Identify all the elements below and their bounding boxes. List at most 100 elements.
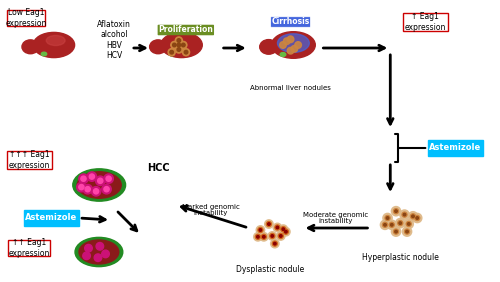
FancyBboxPatch shape (24, 210, 78, 226)
Ellipse shape (42, 52, 46, 56)
Ellipse shape (383, 213, 392, 223)
Ellipse shape (412, 215, 414, 218)
Text: Astemizole: Astemizole (429, 144, 481, 153)
Ellipse shape (260, 233, 268, 241)
Ellipse shape (394, 229, 398, 234)
Ellipse shape (281, 227, 286, 232)
Ellipse shape (96, 176, 105, 186)
Ellipse shape (102, 250, 110, 258)
Ellipse shape (291, 45, 298, 52)
Ellipse shape (177, 48, 180, 51)
Ellipse shape (90, 174, 94, 179)
Ellipse shape (275, 225, 280, 230)
Ellipse shape (150, 40, 166, 54)
Ellipse shape (256, 234, 260, 239)
Ellipse shape (398, 221, 403, 226)
Text: Aflatoxin
alcohol
HBV
HCV: Aflatoxin alcohol HBV HCV (97, 20, 131, 60)
Ellipse shape (83, 252, 90, 260)
Ellipse shape (404, 229, 409, 234)
Ellipse shape (400, 210, 409, 219)
Ellipse shape (287, 36, 294, 43)
Ellipse shape (280, 42, 286, 48)
Ellipse shape (392, 227, 400, 236)
Ellipse shape (271, 235, 274, 237)
Ellipse shape (395, 230, 398, 233)
FancyBboxPatch shape (8, 240, 50, 256)
Ellipse shape (104, 174, 114, 183)
Ellipse shape (177, 39, 180, 42)
Ellipse shape (262, 234, 266, 239)
FancyBboxPatch shape (8, 10, 45, 26)
Ellipse shape (268, 223, 270, 225)
Ellipse shape (272, 32, 316, 58)
Text: ↑↑ Eag1
expression: ↑↑ Eag1 expression (8, 238, 50, 258)
Ellipse shape (171, 41, 178, 49)
Ellipse shape (98, 178, 103, 183)
Ellipse shape (102, 184, 111, 194)
Ellipse shape (389, 222, 394, 227)
Ellipse shape (416, 217, 418, 219)
Ellipse shape (404, 219, 413, 229)
Ellipse shape (33, 32, 74, 58)
Ellipse shape (284, 38, 290, 45)
Ellipse shape (380, 220, 390, 230)
Ellipse shape (408, 212, 418, 221)
Ellipse shape (96, 243, 104, 250)
Ellipse shape (79, 174, 88, 183)
Ellipse shape (176, 46, 182, 53)
Ellipse shape (273, 223, 281, 232)
Ellipse shape (77, 172, 121, 198)
Ellipse shape (256, 235, 259, 238)
FancyBboxPatch shape (403, 13, 448, 31)
Ellipse shape (46, 36, 65, 45)
FancyBboxPatch shape (428, 140, 482, 156)
FancyBboxPatch shape (7, 151, 52, 169)
Ellipse shape (406, 230, 408, 233)
Ellipse shape (272, 241, 278, 246)
Ellipse shape (284, 229, 288, 234)
Ellipse shape (270, 233, 275, 239)
Ellipse shape (172, 43, 176, 47)
Ellipse shape (287, 47, 294, 54)
Text: Hyperplastic nodule: Hyperplastic nodule (362, 254, 438, 263)
Ellipse shape (260, 39, 278, 54)
Ellipse shape (75, 237, 123, 266)
Ellipse shape (264, 220, 273, 228)
Text: ↑↑↑ Eag1
expression: ↑↑↑ Eag1 expression (8, 150, 50, 170)
Ellipse shape (180, 41, 187, 49)
Text: HCC: HCC (148, 163, 170, 173)
Ellipse shape (284, 230, 287, 233)
Ellipse shape (79, 184, 84, 190)
Ellipse shape (81, 176, 86, 181)
Ellipse shape (254, 233, 262, 241)
Ellipse shape (262, 235, 265, 238)
Ellipse shape (94, 189, 98, 194)
Ellipse shape (184, 50, 188, 54)
Ellipse shape (274, 242, 276, 245)
Text: Astemizole: Astemizole (25, 213, 78, 222)
Ellipse shape (278, 233, 283, 239)
Ellipse shape (403, 213, 406, 216)
Text: Cirrhosis: Cirrhosis (272, 17, 310, 27)
Ellipse shape (84, 244, 92, 252)
Ellipse shape (396, 219, 405, 228)
Ellipse shape (258, 228, 263, 233)
Ellipse shape (382, 222, 388, 227)
Ellipse shape (92, 187, 101, 196)
Ellipse shape (266, 221, 272, 227)
Ellipse shape (390, 224, 393, 226)
Ellipse shape (406, 221, 411, 226)
Ellipse shape (176, 41, 182, 49)
Ellipse shape (79, 240, 119, 264)
Ellipse shape (408, 223, 410, 225)
Text: Dysplastic nodule: Dysplastic nodule (236, 265, 304, 274)
Ellipse shape (176, 37, 182, 44)
Text: ↑ Eag1
expression: ↑ Eag1 expression (404, 12, 446, 32)
Ellipse shape (168, 49, 175, 56)
Ellipse shape (270, 239, 279, 248)
Ellipse shape (399, 222, 402, 224)
Ellipse shape (387, 220, 396, 230)
Ellipse shape (385, 215, 390, 221)
Ellipse shape (104, 187, 109, 192)
Ellipse shape (278, 34, 310, 52)
